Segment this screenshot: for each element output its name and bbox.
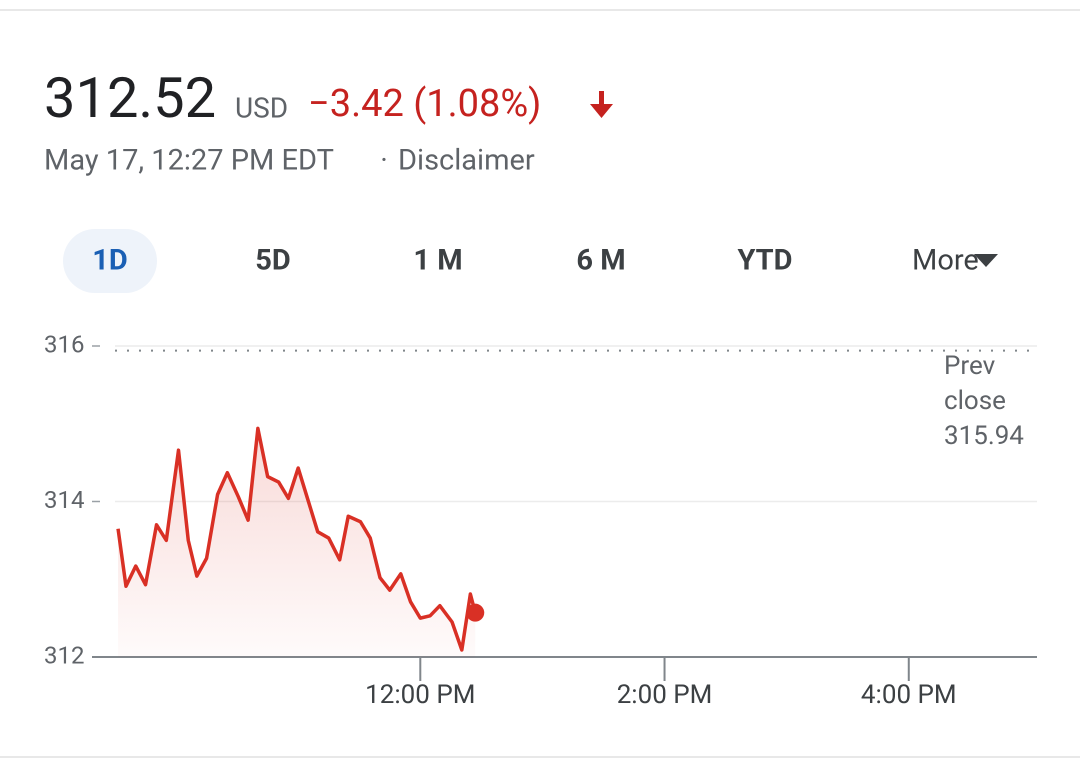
y-tick-label: 316: [44, 330, 84, 358]
price-change: −3.42 (1.08%): [308, 82, 541, 126]
y-tick-label: 314: [44, 486, 84, 514]
range-tabs: 1D 5D 1 M 6 M YTD More: [63, 229, 998, 293]
x-tick-label: 2:00 PM: [617, 680, 713, 710]
prev-close-label: close: [944, 386, 1006, 416]
y-tick-label: 312: [44, 641, 84, 669]
x-tick-label: 12:00 PM: [365, 680, 475, 710]
area-fill: [118, 428, 476, 657]
tab[interactable]: 5D: [255, 244, 291, 278]
down-arrow: [590, 91, 613, 118]
prev-close-label: Prev: [944, 351, 996, 381]
disclaimer-link[interactable]: Disclaimer: [398, 144, 535, 178]
tab-highlight: [63, 229, 157, 293]
price-line: [116, 426, 477, 652]
tab[interactable]: 1 M: [413, 244, 462, 278]
currency: USD: [235, 91, 288, 124]
tab[interactable]: 1D: [92, 244, 128, 278]
price: 312.52: [44, 65, 216, 131]
separator: ·: [380, 144, 388, 178]
tab[interactable]: YTD: [737, 244, 792, 278]
tab[interactable]: More: [912, 244, 979, 278]
timestamp: May 17, 12:27 PM EDT: [44, 144, 334, 178]
prev-close-value: 315.94: [944, 421, 1024, 451]
chart: 312 314 316 12:00 PM 2:00 PM 4:00 PM Prev close…: [44, 330, 1037, 710]
more-dropdown-arrow: [974, 254, 998, 267]
current-point: [466, 603, 485, 622]
x-tick-label: 4:00 PM: [861, 680, 957, 710]
tab[interactable]: 6 M: [576, 244, 625, 278]
